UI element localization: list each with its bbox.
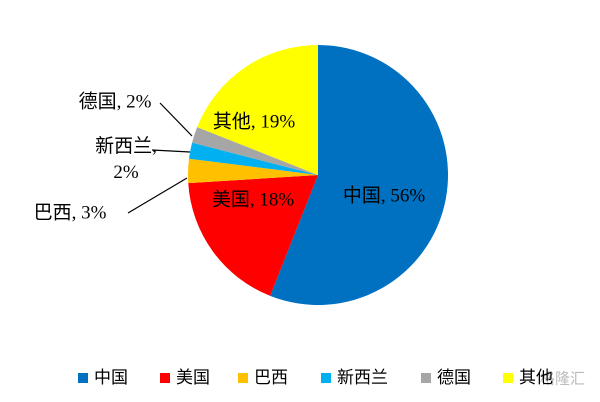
legend-marker <box>503 373 513 383</box>
legend-label: 德国 <box>437 368 471 387</box>
watermark: 格隆汇 <box>540 370 585 387</box>
leader-line <box>151 149 191 153</box>
data-label: 美国, 18% <box>212 188 295 210</box>
legend-label: 美国 <box>176 368 210 387</box>
data-label: 德国, 2% <box>79 90 152 112</box>
pie-slice <box>270 45 448 305</box>
leader-line <box>159 102 193 137</box>
legend-marker <box>238 373 248 383</box>
data-label: 巴西, 3% <box>34 202 107 223</box>
pie-slice <box>192 127 318 175</box>
pie-slice <box>189 142 318 175</box>
data-label: 新西兰, 2% <box>95 136 157 183</box>
leader-line <box>127 177 188 214</box>
data-label: 中国, 56% <box>343 184 426 206</box>
legend-label: 新西兰 <box>337 368 388 387</box>
legend-marker <box>321 373 331 383</box>
legend-marker <box>421 373 431 383</box>
pie-slice <box>188 175 318 296</box>
legend-label: 中国 <box>94 368 128 387</box>
pie-slice <box>197 45 318 175</box>
legend-label: 巴西 <box>254 368 288 387</box>
legend-marker <box>160 373 170 383</box>
data-label: 其他, 19% <box>213 110 296 132</box>
legend-marker <box>78 373 88 383</box>
legend-label: 其他 <box>519 368 553 387</box>
pie-slice <box>188 158 318 184</box>
